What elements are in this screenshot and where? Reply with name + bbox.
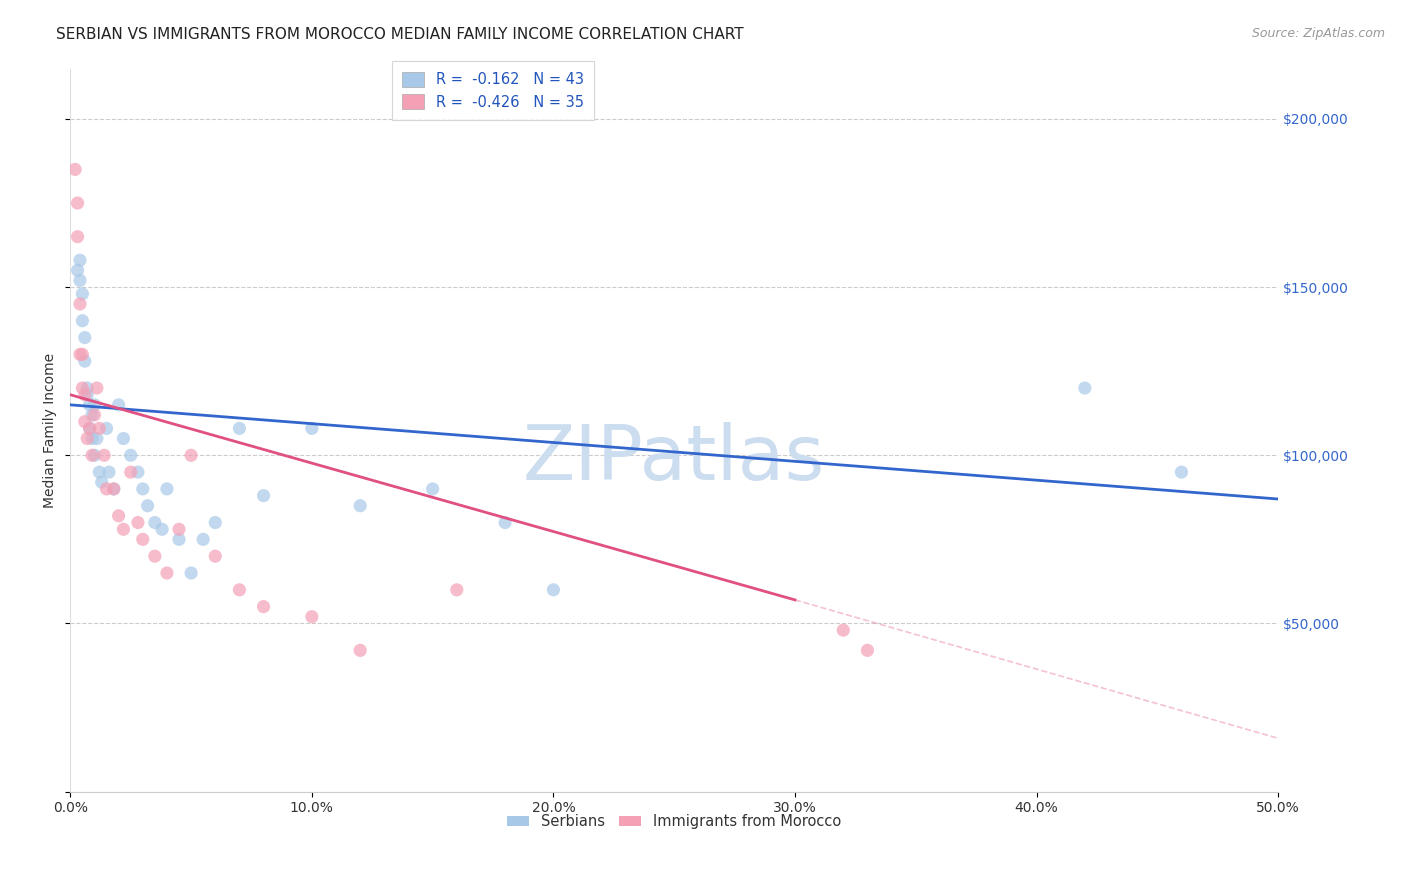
- Point: [103, 482, 125, 496]
- Point: [832, 623, 855, 637]
- Point: [69, 273, 91, 287]
- Point: [80, 408, 103, 422]
- Point: [79, 421, 101, 435]
- Text: SERBIAN VS IMMIGRANTS FROM MOROCCO MEDIAN FAMILY INCOME CORRELATION CHART: SERBIAN VS IMMIGRANTS FROM MOROCCO MEDIA…: [56, 27, 744, 42]
- Point: [93, 448, 115, 462]
- Point: [120, 448, 142, 462]
- Point: [69, 253, 91, 268]
- Point: [180, 448, 202, 462]
- Point: [80, 448, 103, 462]
- Point: [127, 465, 149, 479]
- Point: [90, 475, 112, 490]
- Point: [1074, 381, 1097, 395]
- Point: [856, 643, 879, 657]
- Point: [204, 549, 226, 564]
- Point: [76, 381, 98, 395]
- Point: [204, 516, 226, 530]
- Point: [63, 162, 86, 177]
- Point: [89, 421, 111, 435]
- Point: [127, 516, 149, 530]
- Point: [107, 398, 129, 412]
- Point: [80, 432, 103, 446]
- Point: [73, 330, 96, 344]
- Point: [132, 482, 155, 496]
- Point: [103, 482, 125, 496]
- Point: [167, 533, 190, 547]
- Point: [1170, 465, 1192, 479]
- Point: [83, 398, 105, 412]
- Point: [136, 499, 159, 513]
- Point: [73, 354, 96, 368]
- Point: [96, 421, 118, 435]
- Point: [252, 599, 274, 614]
- Point: [97, 465, 120, 479]
- Point: [73, 415, 96, 429]
- Point: [112, 432, 135, 446]
- Point: [83, 448, 105, 462]
- Point: [76, 432, 98, 446]
- Point: [86, 381, 108, 395]
- Point: [543, 582, 565, 597]
- Point: [349, 643, 371, 657]
- Point: [494, 516, 516, 530]
- Point: [96, 482, 118, 496]
- Point: [107, 508, 129, 523]
- Point: [76, 388, 98, 402]
- Point: [143, 549, 166, 564]
- Point: [167, 522, 190, 536]
- Y-axis label: Median Family Income: Median Family Income: [44, 352, 58, 508]
- Point: [193, 533, 215, 547]
- Point: [301, 609, 323, 624]
- Point: [72, 314, 94, 328]
- Point: [69, 347, 91, 361]
- Point: [66, 196, 89, 211]
- Point: [66, 229, 89, 244]
- Point: [86, 432, 108, 446]
- Point: [112, 522, 135, 536]
- Point: [89, 465, 111, 479]
- Point: [228, 582, 250, 597]
- Point: [156, 566, 179, 580]
- Point: [301, 421, 323, 435]
- Point: [446, 582, 468, 597]
- Point: [228, 421, 250, 435]
- Point: [69, 297, 91, 311]
- Point: [180, 566, 202, 580]
- Point: [72, 347, 94, 361]
- Point: [79, 398, 101, 412]
- Point: [120, 465, 142, 479]
- Text: ZIPatlas: ZIPatlas: [523, 422, 825, 496]
- Legend: Serbians, Immigrants from Morocco: Serbians, Immigrants from Morocco: [502, 808, 846, 835]
- Point: [72, 381, 94, 395]
- Point: [422, 482, 444, 496]
- Point: [83, 408, 105, 422]
- Point: [252, 489, 274, 503]
- Point: [150, 522, 173, 536]
- Point: [143, 516, 166, 530]
- Text: Source: ZipAtlas.com: Source: ZipAtlas.com: [1251, 27, 1385, 40]
- Point: [72, 286, 94, 301]
- Point: [156, 482, 179, 496]
- Point: [66, 263, 89, 277]
- Point: [349, 499, 371, 513]
- Point: [73, 388, 96, 402]
- Point: [79, 421, 101, 435]
- Point: [132, 533, 155, 547]
